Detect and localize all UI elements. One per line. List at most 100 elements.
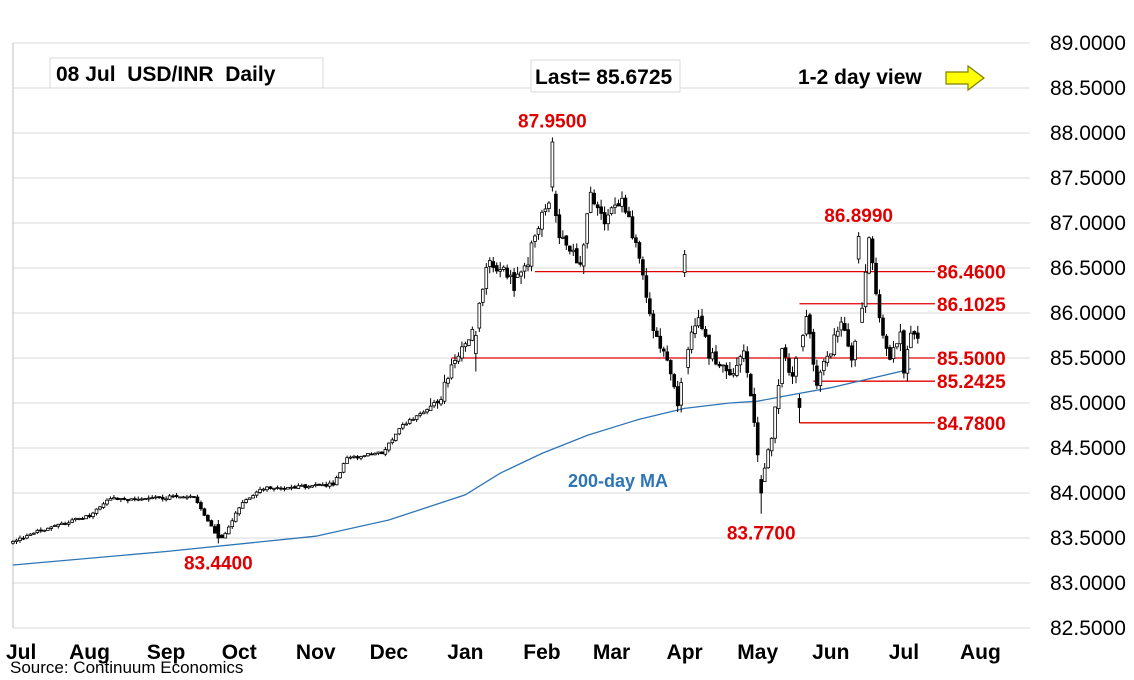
candle-body xyxy=(400,424,405,429)
candle-body xyxy=(77,518,81,520)
candle-body xyxy=(157,496,161,498)
x-tick-label: Jun xyxy=(812,641,849,664)
candle xyxy=(842,316,847,332)
candle-body xyxy=(696,317,701,327)
candle-body xyxy=(153,496,158,499)
candle xyxy=(581,243,586,275)
candle xyxy=(700,308,704,331)
candle-body xyxy=(449,364,454,379)
candle xyxy=(153,495,158,500)
candle-body xyxy=(397,428,402,435)
candle xyxy=(630,210,635,240)
candle-body xyxy=(474,335,478,354)
candle-body xyxy=(98,506,102,510)
candle-body xyxy=(742,350,746,359)
candle-body xyxy=(150,497,155,500)
candle xyxy=(484,263,489,295)
candle-body xyxy=(21,537,26,540)
candle-body xyxy=(794,357,798,377)
candle-body xyxy=(18,537,22,541)
candle-body xyxy=(178,496,182,499)
candle-body xyxy=(359,456,363,459)
candle xyxy=(164,496,168,502)
candle xyxy=(578,255,583,267)
candle-body xyxy=(648,298,652,315)
candle xyxy=(261,487,266,492)
candle xyxy=(286,486,290,490)
candle-body xyxy=(306,486,311,489)
candle xyxy=(132,496,137,502)
candle-body xyxy=(213,526,217,534)
candle xyxy=(279,486,283,491)
candle xyxy=(829,353,833,359)
candle xyxy=(818,369,823,393)
candle xyxy=(745,346,750,378)
right-arrow-icon xyxy=(945,64,985,92)
candle-body xyxy=(606,214,610,225)
candle xyxy=(686,346,690,375)
candle xyxy=(536,226,541,240)
candle-body xyxy=(300,484,304,487)
candle xyxy=(293,484,297,489)
candle-body xyxy=(602,212,607,225)
candle xyxy=(202,507,207,517)
candle xyxy=(856,232,861,264)
candle-body xyxy=(675,386,680,407)
candle xyxy=(755,416,760,463)
candle-body xyxy=(536,228,541,235)
candle xyxy=(108,496,113,501)
x-tick-label: Oct xyxy=(222,641,257,664)
candle xyxy=(129,498,134,501)
candle xyxy=(839,316,844,337)
candle xyxy=(609,206,614,216)
candle xyxy=(338,472,342,479)
candle xyxy=(143,498,148,500)
candle-body xyxy=(251,495,255,499)
candle-body xyxy=(891,347,896,360)
candle-body xyxy=(738,356,743,366)
y-tick-label: 88.5000 xyxy=(1050,77,1126,100)
candle xyxy=(421,410,426,415)
candle xyxy=(679,377,683,413)
candle xyxy=(738,354,743,373)
candle-body xyxy=(366,453,370,457)
candle xyxy=(888,344,892,361)
candle-body xyxy=(331,482,335,486)
candle xyxy=(216,520,221,544)
candle-body xyxy=(759,479,763,494)
candle xyxy=(634,234,638,248)
candle xyxy=(895,343,899,350)
candle-body xyxy=(557,214,562,239)
candle xyxy=(651,309,656,339)
candle xyxy=(101,501,106,509)
candle xyxy=(494,262,499,274)
y-tick-label: 83.0000 xyxy=(1050,572,1126,595)
candle xyxy=(366,453,370,457)
candle-body xyxy=(888,347,892,360)
candle xyxy=(456,352,461,364)
candle-body xyxy=(411,418,415,421)
candle xyxy=(275,485,280,490)
candle xyxy=(178,496,182,499)
candle-body xyxy=(230,520,235,528)
candle-body xyxy=(362,455,367,458)
candle-body xyxy=(39,529,43,532)
candle-body xyxy=(261,488,266,491)
candle xyxy=(522,262,527,279)
candle xyxy=(18,535,22,543)
candle xyxy=(498,262,502,278)
candle-body xyxy=(745,351,750,373)
candle xyxy=(449,358,454,380)
candle-body xyxy=(637,242,642,259)
candle xyxy=(404,421,409,426)
candle-body xyxy=(320,484,325,487)
candle xyxy=(505,264,509,280)
candle-body xyxy=(835,330,840,337)
ytick-layer: 89.0000 88.5000 88.0000 87.5000 87.0000 86.50… xyxy=(1050,32,1126,640)
level-label: 85.5000 xyxy=(937,349,1006,370)
candle xyxy=(240,499,245,509)
candle-body xyxy=(105,499,109,505)
candle-body xyxy=(578,262,583,265)
candle xyxy=(411,417,415,421)
candle xyxy=(428,398,433,411)
